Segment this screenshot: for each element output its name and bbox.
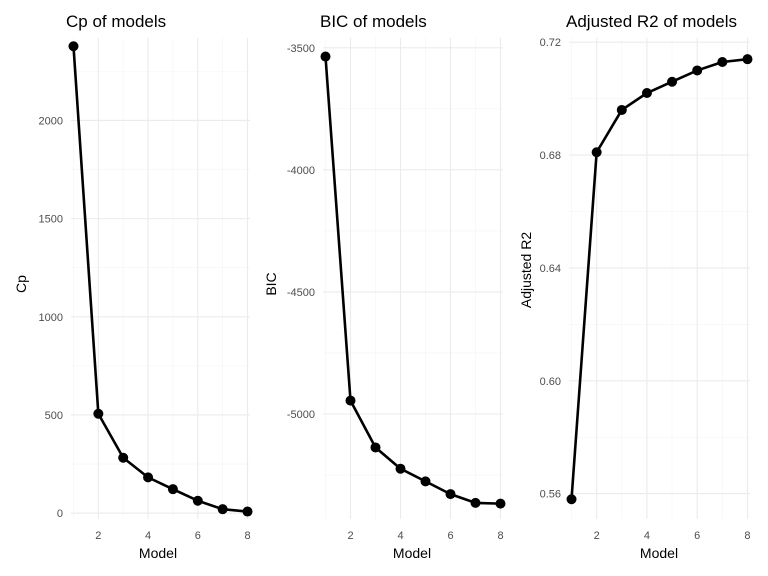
adjr2-y-tick-label: 0.56: [540, 489, 561, 501]
bic-y-axis-label: BIC: [263, 272, 279, 295]
adjr2-x-tick-label: 8: [744, 530, 750, 542]
bic-data-point: [320, 51, 331, 62]
adjr2-y-axis-label: Adjusted R2: [518, 232, 534, 308]
cp-data-point: [192, 495, 203, 506]
bic-data-point: [345, 395, 356, 406]
adjr2-y-tick-label: 0.72: [540, 37, 561, 49]
bic-data-point: [420, 476, 431, 487]
bic-y-tick-label: -3500: [287, 43, 315, 55]
cp-chart-title: Cp of models: [66, 12, 166, 31]
cp-data-point: [143, 472, 154, 483]
cp-data-point: [217, 504, 228, 515]
adjr2-x-tick-label: 4: [644, 530, 650, 542]
cp-y-axis-label: Cp: [13, 275, 29, 293]
bic-y-tick-label: -4000: [287, 165, 315, 177]
adjr2-data-point: [566, 494, 577, 505]
adjr2-chart-panel: 2 4 6 8 0.56 0.60 0.64 0.68 0.72 Adjusted R2 of …: [518, 12, 753, 561]
bic-x-axis-label: Model: [393, 545, 431, 561]
adjr2-data-point: [717, 56, 728, 67]
bic-chart-title: BIC of models: [320, 12, 427, 31]
bic-data-point: [370, 442, 381, 453]
adjr2-x-axis-label: Model: [640, 545, 678, 561]
bic-data-point: [395, 463, 406, 474]
cp-x-tick-label: 2: [95, 530, 101, 542]
adjr2-x-tick-label: 6: [694, 530, 700, 542]
bic-y-tick-label: -5000: [287, 409, 315, 421]
adjr2-chart-title: Adjusted R2 of models: [566, 12, 737, 31]
bic-data-point: [445, 489, 456, 500]
adjr2-data-point: [692, 65, 703, 76]
cp-y-tick-label: 2000: [39, 115, 63, 127]
bic-y-tick-label: -4500: [287, 287, 315, 299]
cp-data-point: [68, 41, 79, 52]
cp-x-tick-label: 8: [244, 530, 250, 542]
cp-y-tick-label: 1500: [39, 214, 63, 226]
adjr2-data-point: [742, 54, 753, 65]
cp-x-tick-label: 4: [145, 530, 151, 542]
cp-data-point: [93, 408, 104, 419]
cp-x-tick-label: 6: [195, 530, 201, 542]
adjr2-x-tick-label: 2: [594, 530, 600, 542]
cp-y-tick-label: 500: [45, 410, 63, 422]
cp-series-line: [72, 46, 248, 513]
bic-x-tick-label: 6: [447, 530, 453, 542]
adjr2-data-point: [616, 104, 627, 115]
bic-data-point: [470, 497, 481, 508]
adjr2-data-point: [641, 88, 652, 99]
bic-x-tick-label: 8: [497, 530, 503, 542]
adjr2-data-point: [591, 147, 602, 158]
bic-x-tick-label: 2: [347, 530, 353, 542]
cp-data-point: [167, 484, 178, 495]
cp-x-axis-label: Model: [139, 545, 177, 561]
adjr2-y-tick-label: 0.60: [540, 376, 561, 388]
adjr2-data-point: [667, 76, 678, 87]
bic-x-tick-label: 4: [397, 530, 403, 542]
adjr2-y-tick-label: 0.64: [540, 263, 561, 275]
adjr2-y-tick-label: 0.68: [540, 150, 561, 162]
adjr2-series-line: [570, 57, 748, 500]
bic-chart-panel: 2 4 6 8 -5000 -4500 -4000 -3500 BIC of models M…: [263, 12, 506, 561]
cp-data-point: [118, 452, 129, 463]
bic-series-line: [324, 56, 501, 505]
cp-data-point: [242, 506, 253, 517]
cp-y-tick-label: 0: [57, 508, 63, 520]
cp-y-tick-label: 1000: [39, 312, 63, 324]
bic-data-point: [495, 498, 506, 509]
